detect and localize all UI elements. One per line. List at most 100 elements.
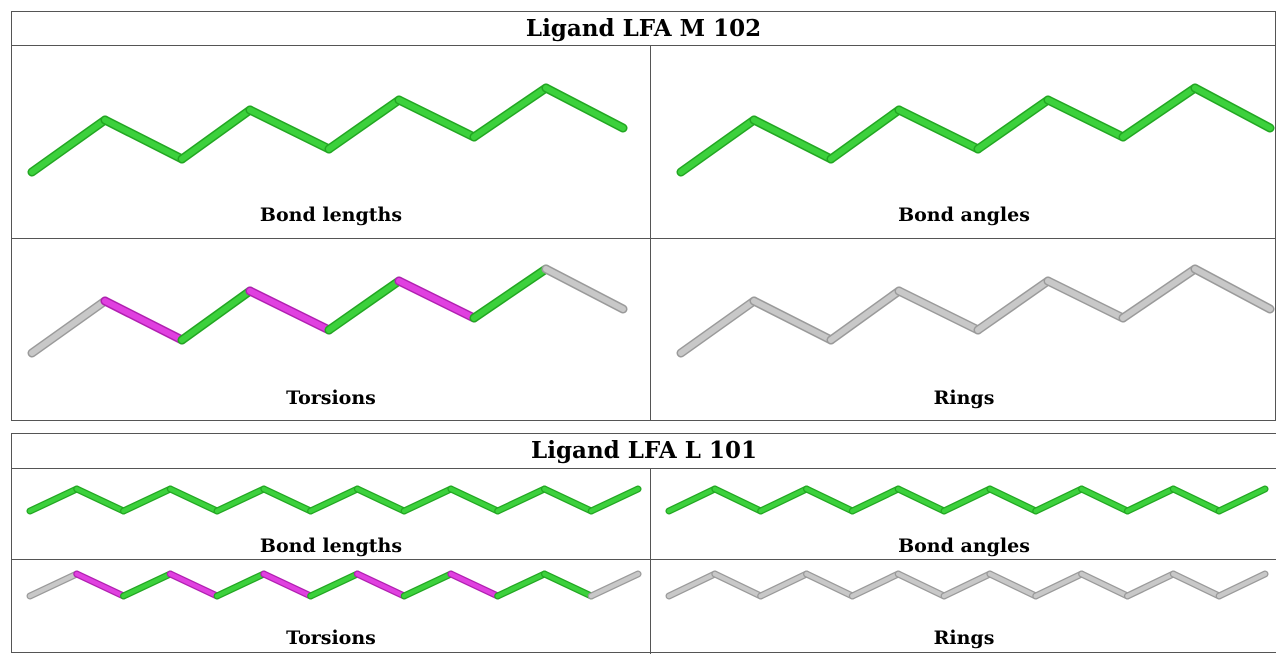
panel-title: Ligand LFA L 101 bbox=[531, 437, 757, 464]
bond-lengths-cell: Bond lengths bbox=[12, 469, 650, 559]
panel-title: Ligand LFA M 102 bbox=[525, 15, 762, 42]
bond-ok bbox=[987, 486, 1039, 514]
bond-ok bbox=[308, 486, 360, 514]
divider bbox=[12, 238, 1275, 239]
molecule-diagram bbox=[27, 83, 628, 177]
bond-ok bbox=[74, 486, 126, 514]
molecule-diagram bbox=[27, 264, 628, 358]
bond-angles-cell: Bond angles bbox=[651, 46, 1276, 238]
bond-ok bbox=[326, 97, 402, 152]
bond-ok bbox=[975, 97, 1051, 152]
ligand-panel-1: Ligand LFA M 102 Bond lengths Bond angle… bbox=[11, 11, 1276, 421]
rings-cell: Rings bbox=[651, 560, 1276, 654]
bond-none bbox=[1079, 571, 1130, 599]
bond-ok bbox=[179, 107, 253, 162]
bond-none bbox=[1216, 571, 1268, 599]
molecule-diagram bbox=[665, 570, 1269, 600]
bond-ok bbox=[326, 278, 402, 333]
bond-ok bbox=[247, 107, 332, 152]
bond-ok bbox=[495, 571, 547, 599]
cell-label: Bond lengths bbox=[259, 204, 403, 226]
bond-none bbox=[588, 571, 641, 599]
molecule-diagram bbox=[676, 264, 1275, 358]
bond-outlier bbox=[396, 278, 477, 321]
bond-ok bbox=[588, 486, 641, 514]
cell-label: Torsions bbox=[286, 387, 376, 409]
bond-ok bbox=[495, 486, 547, 514]
bond-none bbox=[712, 571, 763, 599]
bond-none bbox=[987, 571, 1039, 599]
ligand-panel-2: Ligand LFA L 101 Bond lengths Bond angle… bbox=[11, 433, 1276, 654]
divider bbox=[12, 45, 1275, 46]
bond-ok bbox=[828, 107, 902, 162]
bond-none bbox=[850, 571, 901, 599]
bond-ok bbox=[542, 571, 594, 599]
bond-none bbox=[543, 266, 626, 312]
bond-ok bbox=[1079, 486, 1130, 514]
bond-ok bbox=[214, 486, 267, 514]
bond-none bbox=[895, 571, 947, 599]
bond-outlier bbox=[448, 571, 500, 599]
bond-ok bbox=[1192, 85, 1273, 131]
bond-outlier bbox=[168, 571, 220, 599]
bond-ok bbox=[941, 486, 993, 514]
cell-label: Bond angles bbox=[898, 204, 1030, 226]
bond-none bbox=[678, 298, 757, 356]
bond-ok bbox=[471, 85, 549, 140]
bond-ok bbox=[121, 571, 173, 599]
bond-ok bbox=[895, 486, 947, 514]
bond-outlier bbox=[74, 571, 126, 599]
bond-ok bbox=[1045, 97, 1126, 140]
bond-none bbox=[1192, 266, 1273, 312]
torsions-cell: Torsions bbox=[12, 560, 650, 654]
bond-ok bbox=[396, 97, 477, 140]
molecule-diagram bbox=[26, 485, 642, 515]
bond-ok bbox=[448, 486, 500, 514]
bond-none bbox=[1171, 571, 1222, 599]
bond-ok bbox=[29, 117, 108, 175]
bond-ok bbox=[401, 486, 454, 514]
bond-none bbox=[896, 288, 981, 333]
bond-ok bbox=[1125, 486, 1176, 514]
bond-none bbox=[758, 571, 809, 599]
divider bbox=[12, 468, 1276, 469]
molecule-diagram bbox=[665, 485, 1269, 515]
bond-outlier bbox=[247, 288, 332, 333]
bond-none bbox=[1120, 266, 1198, 321]
bond-ok bbox=[1171, 486, 1222, 514]
cell-label: Bond lengths bbox=[259, 535, 403, 557]
bond-outlier bbox=[355, 571, 407, 599]
divider bbox=[650, 468, 651, 654]
cell-label: Bond angles bbox=[898, 535, 1030, 557]
bond-ok bbox=[179, 288, 253, 343]
cell-label: Torsions bbox=[286, 627, 376, 649]
bond-outlier bbox=[261, 571, 313, 599]
bond-ok bbox=[678, 117, 757, 175]
bond-ok bbox=[712, 486, 763, 514]
bond-none bbox=[804, 571, 855, 599]
cell-label: Rings bbox=[933, 627, 995, 649]
divider bbox=[650, 45, 651, 421]
bond-ok bbox=[1120, 85, 1198, 140]
bond-ok bbox=[1033, 486, 1084, 514]
bond-none bbox=[27, 571, 80, 599]
bond-ok bbox=[543, 85, 626, 131]
bond-ok bbox=[758, 486, 809, 514]
bond-ok bbox=[666, 486, 718, 514]
bond-none bbox=[1125, 571, 1176, 599]
bond-ok bbox=[261, 486, 313, 514]
torsions-cell: Torsions bbox=[12, 239, 650, 421]
bond-ok bbox=[542, 486, 594, 514]
bond-ok bbox=[102, 117, 185, 162]
bond-ok bbox=[804, 486, 855, 514]
bond-ok bbox=[27, 486, 80, 514]
bond-none bbox=[828, 288, 902, 343]
molecule-diagram bbox=[676, 83, 1275, 177]
molecule-diagram bbox=[26, 570, 642, 600]
bond-lengths-cell: Bond lengths bbox=[12, 46, 650, 238]
bond-ok bbox=[850, 486, 901, 514]
bond-ok bbox=[896, 107, 981, 152]
bond-ok bbox=[751, 117, 834, 162]
bond-none bbox=[975, 278, 1051, 333]
bond-none bbox=[1033, 571, 1084, 599]
